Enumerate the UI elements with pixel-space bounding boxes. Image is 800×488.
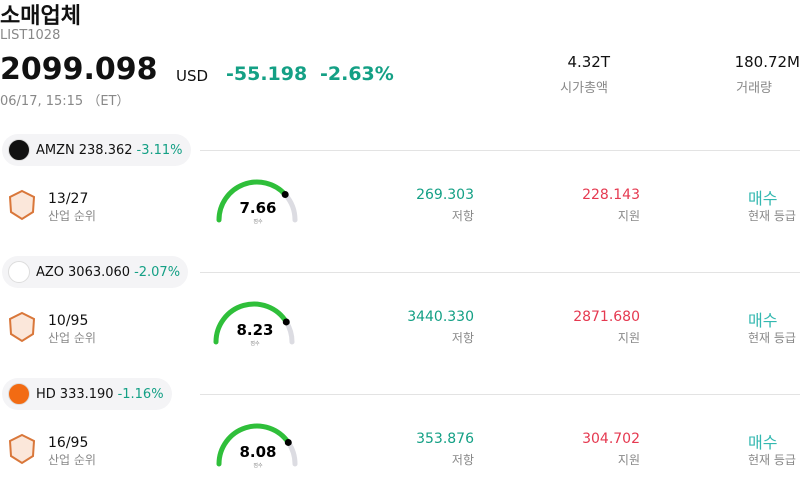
index-price: 2099.098 bbox=[0, 52, 158, 87]
gauge-dot bbox=[284, 438, 292, 446]
ticker: AZO bbox=[36, 264, 65, 280]
gauge-dot bbox=[282, 318, 290, 326]
resistance-label: 저항 bbox=[451, 453, 474, 467]
rank-icon bbox=[8, 311, 36, 343]
resistance-label: 저항 bbox=[451, 209, 474, 223]
price: 3063.060 bbox=[68, 264, 131, 280]
index-change: -55.198 bbox=[226, 63, 308, 85]
rank-icon bbox=[8, 433, 36, 465]
score: 8.08 bbox=[239, 443, 276, 461]
stat-value: 180.72M bbox=[734, 53, 800, 71]
price: 333.190 bbox=[59, 386, 114, 402]
gauge-dot bbox=[281, 191, 289, 199]
support-label: 지원 bbox=[617, 209, 640, 223]
change: -3.11% bbox=[136, 142, 183, 158]
currency: USD bbox=[176, 67, 209, 85]
rank: 16/95 bbox=[48, 435, 89, 451]
support: 304.702 bbox=[582, 431, 640, 447]
stat-label: 거래량 bbox=[736, 81, 772, 96]
score-label: 점수 bbox=[250, 340, 260, 347]
score-label: 점수 bbox=[253, 462, 263, 469]
resistance: 3440.330 bbox=[407, 309, 474, 325]
ticker: AMZN bbox=[36, 142, 75, 158]
price: 238.362 bbox=[78, 142, 133, 158]
stat-value: 4.32T bbox=[567, 53, 610, 71]
change: -2.07% bbox=[134, 264, 181, 280]
index-title: 소매업체 bbox=[0, 4, 81, 29]
support: 2871.680 bbox=[573, 309, 640, 325]
change: -1.16% bbox=[117, 386, 164, 402]
ticker-pill[interactable]: AMZN 238.362 -3.11% bbox=[2, 134, 191, 166]
support-label: 지원 bbox=[617, 331, 640, 345]
resistance: 353.876 bbox=[416, 431, 474, 447]
support: 228.143 bbox=[582, 187, 640, 203]
support-label: 지원 bbox=[617, 453, 640, 467]
gauge-value bbox=[216, 179, 288, 223]
rating-label: 현재 등급 bbox=[748, 331, 796, 345]
rating: 매수 bbox=[748, 433, 778, 452]
rank-label: 산업 순위 bbox=[48, 453, 96, 467]
gauge-value bbox=[216, 423, 291, 467]
ticker: HD bbox=[36, 386, 56, 402]
ticker-pill[interactable]: AZO 3063.060 -2.07% bbox=[2, 256, 189, 288]
divider bbox=[200, 394, 800, 395]
rating-label: 현재 등급 bbox=[748, 453, 796, 467]
score-label: 점수 bbox=[253, 218, 263, 225]
divider bbox=[200, 150, 800, 151]
ticker-pill[interactable]: HD 333.190 -1.16% bbox=[2, 378, 172, 410]
score: 7.66 bbox=[239, 199, 276, 217]
gauge-value bbox=[213, 301, 289, 345]
logo bbox=[8, 261, 30, 283]
rating: 매수 bbox=[748, 311, 778, 330]
rank: 13/27 bbox=[48, 191, 89, 207]
stat-label: 시가총액 bbox=[560, 81, 608, 96]
rank-label: 산업 순위 bbox=[48, 209, 96, 223]
resistance-label: 저항 bbox=[451, 331, 474, 345]
logo bbox=[8, 139, 30, 161]
rank-icon bbox=[8, 189, 36, 221]
gauge-track bbox=[282, 192, 298, 223]
rank: 10/95 bbox=[48, 313, 89, 329]
index-code: LIST1028 bbox=[0, 28, 61, 43]
index-change-pct: -2.63% bbox=[320, 63, 394, 85]
logo bbox=[8, 383, 30, 405]
divider bbox=[200, 272, 800, 273]
rating-label: 현재 등급 bbox=[748, 209, 796, 223]
resistance: 269.303 bbox=[416, 187, 474, 203]
score: 8.23 bbox=[236, 321, 273, 339]
rating: 매수 bbox=[748, 189, 778, 208]
rank-label: 산업 순위 bbox=[48, 331, 96, 345]
timestamp: 06/17, 15:15 （ET） bbox=[0, 94, 130, 109]
